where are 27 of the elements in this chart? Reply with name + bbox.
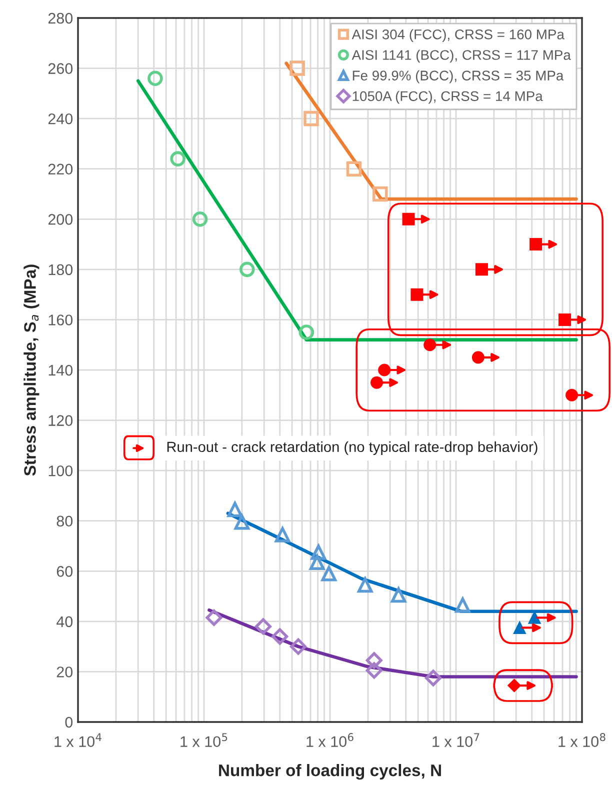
y-tick-label: 160: [48, 314, 73, 326]
x-tick-label: 1 x 10$^{8}$: [558, 733, 606, 747]
x-tick-label: 1 x 10$^{6}$: [306, 733, 354, 747]
legend-label: 1050A (FCC), CRSS = 14 MPa: [352, 90, 543, 104]
x-tick-label: 1 x 10$^{4}$: [54, 733, 102, 748]
y-tick-label: 140: [48, 364, 73, 376]
x-tick-label: 1 x 10$^{5}$: [180, 733, 228, 748]
y-tick-label: 220: [48, 164, 73, 175]
legend-label: Fe 99.9% (BCC), CRSS = 35 MPa: [352, 70, 564, 84]
y-tick-label: 240: [48, 113, 73, 124]
legend-label: AISI 1141 (BCC), CRSS = 117 MPa: [352, 50, 571, 63]
y-tick-label: 20: [56, 666, 73, 678]
y-tick-label: 100: [48, 465, 73, 476]
y-tick-label: 200: [48, 214, 73, 225]
y-tick-label: 260: [48, 63, 73, 74]
y-tick-label: 280: [48, 12, 73, 24]
y-tick-label: 180: [48, 264, 73, 276]
y-tick-label: 80: [56, 516, 73, 527]
x-axis-title: Number of loading cycles, N: [219, 764, 441, 780]
y-axis-title: Stress amplitude, S$_{a}$ (MPa): [24, 264, 40, 476]
y-tick-label: 40: [56, 616, 73, 628]
annotation: Run-out - crack retardation (no typical rate-drop behavior): [167, 441, 538, 455]
y-tick-label: 0: [65, 716, 73, 728]
y-tick-label: 120: [48, 415, 73, 426]
legend-label: AISI 304 (FCC), CRSS = 160 MPa: [352, 29, 564, 42]
y-tick-label: 60: [56, 566, 73, 577]
x-tick-label: 1 x 10$^{7}$: [432, 733, 480, 748]
